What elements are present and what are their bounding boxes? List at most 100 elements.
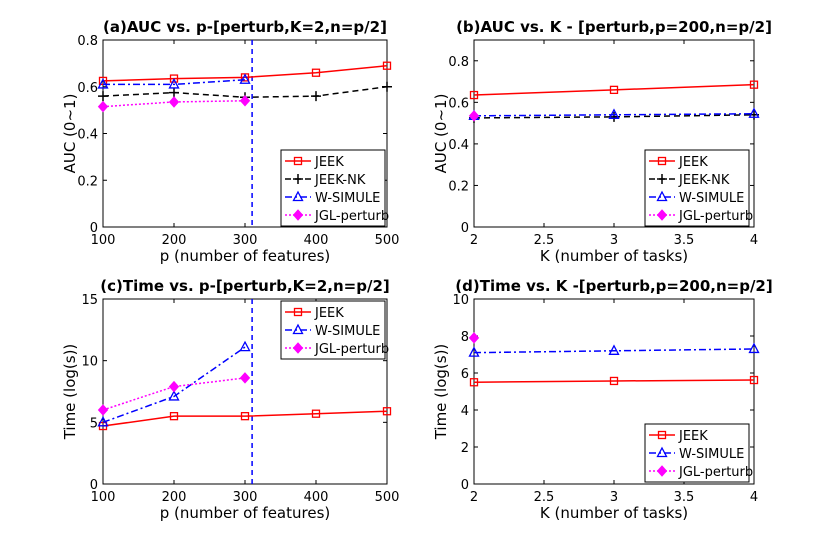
series-jeek-nk <box>469 109 759 123</box>
data-point-jeek <box>382 61 392 70</box>
data-point-w-simule <box>97 415 109 427</box>
legend-marker-jeek <box>293 156 303 166</box>
x-tick-label: 100 <box>91 233 116 248</box>
panel-b: (b)AUC vs. K - [perturb,p=200,n=p/2] 2 2.5… <box>432 18 772 265</box>
legend-label-jgl-perturb: JGL-perturb <box>314 342 389 357</box>
series-jeek <box>98 61 392 86</box>
data-point-jgl-perturb-shape <box>168 96 180 108</box>
data-point-w-simule <box>239 340 251 352</box>
legend-label-w-simule: W-SIMULE <box>315 324 380 339</box>
data-point-jeek-nk-shape <box>311 91 321 102</box>
data-point-jgl-perturb-shape <box>468 110 480 122</box>
legend-marker-jgl-perturb <box>292 342 304 354</box>
legend-frame <box>644 149 750 227</box>
data-point-w-simule <box>748 107 760 118</box>
y-axis-label: Time (log(s)) <box>61 344 79 441</box>
data-point-jeek-nk <box>311 91 321 102</box>
legend-label-jgl-perturb: JGL-perturb <box>678 209 753 224</box>
legend-label-w-simule: W-SIMULE <box>679 191 744 206</box>
legend: JEEK W-SIMULE JGL-perturb <box>644 423 753 483</box>
legend-marker-jgl-perturb-shape <box>656 209 668 221</box>
series-line-w-simule <box>473 348 755 354</box>
data-point-jeek-shape <box>169 74 179 83</box>
data-point-jgl-perturb <box>97 100 109 113</box>
y-tick-label: 15 <box>81 293 98 308</box>
x-tick-label: 3.5 <box>674 490 695 505</box>
series-line-jeek <box>102 410 388 427</box>
data-point-w-simule-shape <box>239 340 251 352</box>
legend-marker-jeek <box>657 430 667 440</box>
series-w-simule <box>468 342 760 357</box>
y-tick-label: 5 <box>90 416 98 431</box>
y-axis-label: AUC (0~1) <box>61 94 79 174</box>
y-tick-label: 0.8 <box>448 55 469 70</box>
legend-marker-w-simule-shape <box>292 190 304 202</box>
data-point-jeek-shape <box>240 412 250 421</box>
x-axis-label: K (number of tasks) <box>540 504 688 522</box>
x-tick-label: 3 <box>610 233 618 248</box>
data-point-w-simule-shape <box>168 390 180 401</box>
legend-marker-w-simule-shape <box>292 323 304 335</box>
legend-marker-w-simule-shape <box>656 446 668 458</box>
series-jgl-perturb <box>97 95 251 113</box>
series-jgl-perturb <box>97 372 251 416</box>
data-point-jgl-perturb <box>468 332 480 344</box>
series-jgl-perturb <box>468 332 480 344</box>
legend-marker-jgl-perturb <box>656 209 668 221</box>
y-tick-label: 10 <box>452 293 469 308</box>
series-jeek <box>98 407 392 431</box>
legend-label-jeek-nk: JEEK-NK <box>314 173 366 188</box>
x-tick-label: 2.5 <box>534 490 555 505</box>
y-tick-label: 0.2 <box>77 174 98 189</box>
chart-title: (d)Time vs. K -[perturb,p=200,n=p/2] <box>455 277 772 295</box>
series-w-simule <box>468 107 760 120</box>
x-tick-label: 3.5 <box>674 233 695 248</box>
legend-marker-w-simule <box>656 190 668 202</box>
y-tick-label: 0 <box>90 221 98 236</box>
y-tick-label: 10 <box>81 355 98 370</box>
data-point-jeek-shape <box>749 375 759 385</box>
data-point-w-simule-shape <box>748 342 760 354</box>
data-point-jeek <box>311 68 321 77</box>
series-line-jeek <box>473 379 755 383</box>
y-axis-label: Time (log(s)) <box>432 344 450 441</box>
data-point-jeek-shape <box>169 412 179 421</box>
data-point-jeek <box>609 85 619 95</box>
legend-label-jeek: JEEK <box>678 429 708 444</box>
data-point-w-simule <box>97 78 109 89</box>
data-point-jeek <box>311 409 321 418</box>
data-point-jeek-nk <box>98 91 108 102</box>
series-line-jeek <box>473 83 755 96</box>
x-axis-label: p (number of features) <box>160 247 331 265</box>
data-point-jeek <box>609 376 619 386</box>
chart-title: (b)AUC vs. K - [perturb,p=200,n=p/2] <box>456 18 772 36</box>
y-tick-label: 0.4 <box>77 128 98 143</box>
data-point-jgl-perturb-shape <box>97 404 109 416</box>
y-tick-label: 4 <box>461 404 469 419</box>
legend-marker-jeek-shape <box>657 156 667 166</box>
data-point-w-simule-shape <box>748 107 760 118</box>
data-point-jgl-perturb-shape <box>239 95 251 107</box>
y-axis-label: AUC (0~1) <box>432 94 450 174</box>
series-line-w-simule <box>102 346 246 424</box>
legend-label-w-simule: W-SIMULE <box>679 447 744 462</box>
data-point-w-simule <box>168 390 180 401</box>
panel-c: (c)Time vs. p-[perturb,K=2,n=p/2]100 200 3… <box>61 277 399 522</box>
y-tick-label: 0.6 <box>448 96 469 111</box>
data-point-jgl-perturb <box>168 96 180 108</box>
data-point-w-simule-shape <box>97 415 109 427</box>
legend-label-jeek-nk: JEEK-NK <box>678 173 730 188</box>
x-tick-label: 400 <box>304 233 329 248</box>
y-tick-label: 0 <box>461 221 469 236</box>
y-tick-label: 0.6 <box>77 81 98 96</box>
data-point-jeek-shape <box>609 376 619 386</box>
data-point-jeek-nk-shape <box>98 91 108 102</box>
legend-marker-w-simule-shape <box>656 190 668 202</box>
data-point-w-simule-shape <box>608 108 620 119</box>
data-point-w-simule-shape <box>608 344 620 355</box>
data-point-jeek-nk <box>169 87 179 98</box>
data-point-jeek-shape <box>469 90 479 100</box>
x-tick-label: 300 <box>233 490 258 505</box>
x-tick-label: 2.5 <box>534 233 555 248</box>
